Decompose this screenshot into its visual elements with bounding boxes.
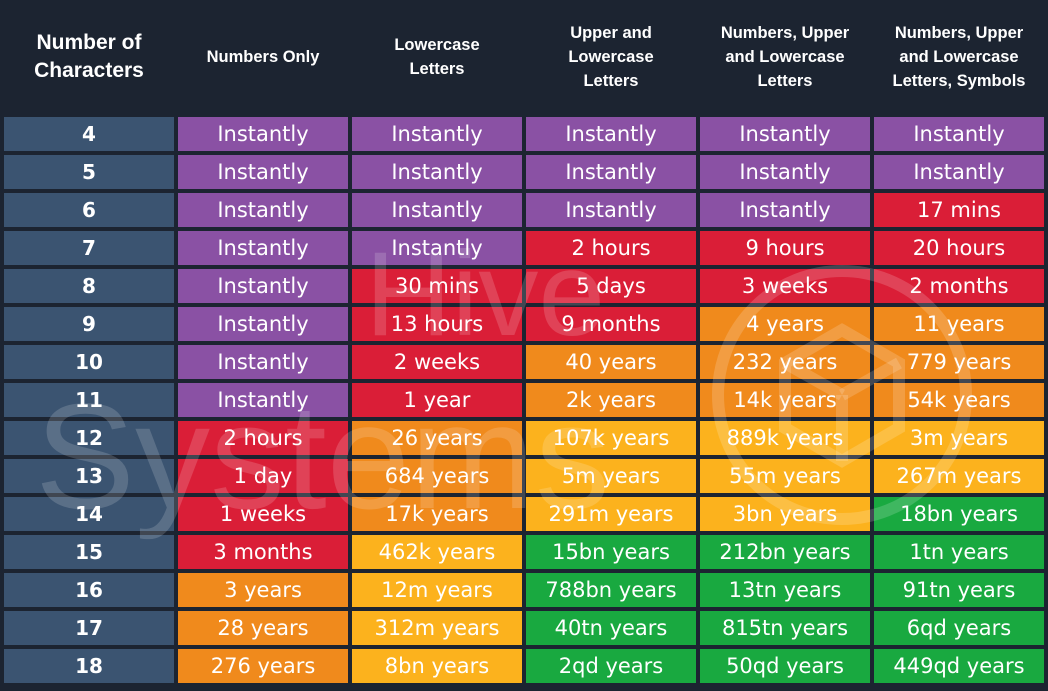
crack-time-cell: Instantly bbox=[178, 117, 348, 151]
row-label-characters: 9 bbox=[4, 307, 174, 341]
crack-time-cell: 14k years bbox=[700, 383, 870, 417]
crack-time-cell: Instantly bbox=[178, 193, 348, 227]
crack-time-cell: 3m years bbox=[874, 421, 1044, 455]
column-header: Upper and Lowercase Letters bbox=[568, 24, 654, 90]
crack-time-cell: 5m years bbox=[526, 459, 696, 493]
crack-time-cell: 4 years bbox=[700, 307, 870, 341]
row-label-characters: 5 bbox=[4, 155, 174, 189]
crack-time-cell: Instantly bbox=[178, 307, 348, 341]
column-header: Numbers, Upper and Lowercase Letters, Sy… bbox=[892, 24, 1026, 90]
crack-time-cell: 12m years bbox=[352, 573, 522, 607]
crack-time-cell: 3bn years bbox=[700, 497, 870, 531]
crack-time-cell: 3 years bbox=[178, 573, 348, 607]
row-label-characters: 13 bbox=[4, 459, 174, 493]
crack-time-cell: 276 years bbox=[178, 649, 348, 683]
row-label-characters: 16 bbox=[4, 573, 174, 607]
crack-time-cell: 54k years bbox=[874, 383, 1044, 417]
crack-time-cell: Instantly bbox=[874, 155, 1044, 189]
crack-time-cell: 291m years bbox=[526, 497, 696, 531]
crack-time-cell: 5 days bbox=[526, 269, 696, 303]
crack-time-cell: Instantly bbox=[352, 117, 522, 151]
crack-time-cell: 13 hours bbox=[352, 307, 522, 341]
crack-time-cell: 889k years bbox=[700, 421, 870, 455]
crack-time-cell: 9 hours bbox=[700, 231, 870, 265]
crack-time-cell: Instantly bbox=[700, 193, 870, 227]
crack-time-cell: 50qd years bbox=[700, 649, 870, 683]
crack-time-cell: 40 years bbox=[526, 345, 696, 379]
crack-time-cell: 3 months bbox=[178, 535, 348, 569]
row-label-characters: 6 bbox=[4, 193, 174, 227]
column-header: Numbers Only bbox=[206, 48, 320, 66]
row-label-characters: 4 bbox=[4, 117, 174, 151]
crack-time-cell: 2k years bbox=[526, 383, 696, 417]
crack-time-cell: 28 years bbox=[178, 611, 348, 645]
crack-time-cell: 17 mins bbox=[874, 193, 1044, 227]
crack-time-cell: 8bn years bbox=[352, 649, 522, 683]
crack-time-cell: Instantly bbox=[700, 155, 870, 189]
column-header: Lowercase Letters bbox=[394, 36, 480, 78]
crack-time-cell: 40tn years bbox=[526, 611, 696, 645]
crack-time-cell: Instantly bbox=[526, 193, 696, 227]
crack-time-cell: 1 day bbox=[178, 459, 348, 493]
header-number-of-characters: Number of Characters bbox=[34, 31, 144, 82]
crack-time-cell: 18bn years bbox=[874, 497, 1044, 531]
crack-time-cell: Instantly bbox=[352, 155, 522, 189]
crack-time-cell: 267m years bbox=[874, 459, 1044, 493]
crack-time-cell: 1 weeks bbox=[178, 497, 348, 531]
crack-time-cell: 212bn years bbox=[700, 535, 870, 569]
crack-time-cell: 9 months bbox=[526, 307, 696, 341]
crack-time-cell: 312m years bbox=[352, 611, 522, 645]
row-label-characters: 8 bbox=[4, 269, 174, 303]
crack-time-cell: Instantly bbox=[178, 231, 348, 265]
crack-time-cell: 449qd years bbox=[874, 649, 1044, 683]
crack-time-cell: 17k years bbox=[352, 497, 522, 531]
crack-time-cell: 1 year bbox=[352, 383, 522, 417]
crack-time-cell: 684 years bbox=[352, 459, 522, 493]
row-label-characters: 18 bbox=[4, 649, 174, 683]
crack-time-cell: 26 years bbox=[352, 421, 522, 455]
crack-time-cell: Instantly bbox=[526, 155, 696, 189]
crack-time-cell: 779 years bbox=[874, 345, 1044, 379]
crack-time-cell: 1tn years bbox=[874, 535, 1044, 569]
column-header: Numbers, Upper and Lowercase Letters bbox=[720, 24, 850, 90]
crack-time-cell: 462k years bbox=[352, 535, 522, 569]
crack-time-cell: 788bn years bbox=[526, 573, 696, 607]
crack-time-cell: 2 hours bbox=[178, 421, 348, 455]
crack-time-cell: 6qd years bbox=[874, 611, 1044, 645]
crack-time-cell: 2 months bbox=[874, 269, 1044, 303]
crack-time-cell: 2 weeks bbox=[352, 345, 522, 379]
crack-time-cell: Instantly bbox=[178, 383, 348, 417]
row-label-characters: 17 bbox=[4, 611, 174, 645]
crack-time-cell: 20 hours bbox=[874, 231, 1044, 265]
crack-time-cell: 91tn years bbox=[874, 573, 1044, 607]
crack-time-cell: Instantly bbox=[178, 155, 348, 189]
crack-time-cell: 815tn years bbox=[700, 611, 870, 645]
row-label-characters: 11 bbox=[4, 383, 174, 417]
crack-time-cell: Instantly bbox=[178, 345, 348, 379]
crack-time-cell: Instantly bbox=[700, 117, 870, 151]
crack-time-cell: 232 years bbox=[700, 345, 870, 379]
crack-time-cell: Instantly bbox=[352, 193, 522, 227]
row-label-characters: 14 bbox=[4, 497, 174, 531]
crack-time-cell: Instantly bbox=[352, 231, 522, 265]
crack-time-cell: Instantly bbox=[874, 117, 1044, 151]
row-label-characters: 10 bbox=[4, 345, 174, 379]
crack-time-cell: 55m years bbox=[700, 459, 870, 493]
crack-time-cell: Instantly bbox=[178, 269, 348, 303]
crack-time-cell: 107k years bbox=[526, 421, 696, 455]
crack-time-cell: Instantly bbox=[526, 117, 696, 151]
row-label-characters: 7 bbox=[4, 231, 174, 265]
crack-time-cell: 30 mins bbox=[352, 269, 522, 303]
crack-time-cell: 2 hours bbox=[526, 231, 696, 265]
crack-time-cell: 11 years bbox=[874, 307, 1044, 341]
crack-time-cell: 13tn years bbox=[700, 573, 870, 607]
crack-time-cell: 2qd years bbox=[526, 649, 696, 683]
row-label-characters: 12 bbox=[4, 421, 174, 455]
crack-time-cell: 3 weeks bbox=[700, 269, 870, 303]
crack-time-cell: 15bn years bbox=[526, 535, 696, 569]
row-label-characters: 15 bbox=[4, 535, 174, 569]
